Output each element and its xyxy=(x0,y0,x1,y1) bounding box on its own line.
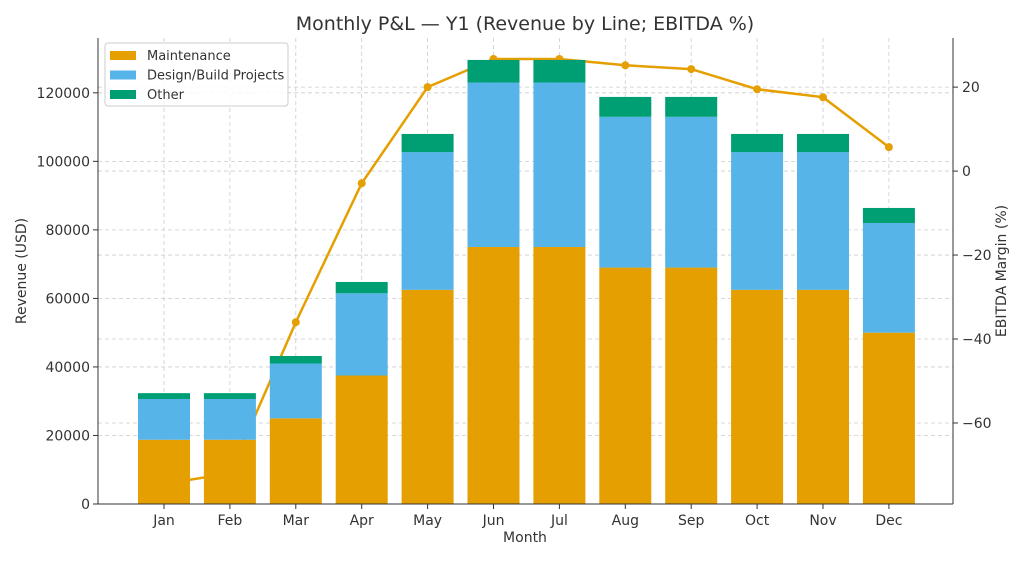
legend-label: Design/Build Projects xyxy=(147,69,285,84)
x-tick-label: Apr xyxy=(350,513,374,529)
bar-maintenance xyxy=(533,247,586,504)
bar-design-build-projects xyxy=(335,293,388,376)
x-tick-label: Sep xyxy=(678,513,705,529)
y-axis-label: Revenue (USD) xyxy=(14,218,30,324)
ebitda-point xyxy=(687,65,696,74)
bar-maintenance xyxy=(269,418,322,504)
ebitda-point xyxy=(621,61,630,70)
bar-maintenance xyxy=(731,289,784,504)
bar-design-build-projects xyxy=(797,152,849,290)
y2-tick-label: −20 xyxy=(962,248,992,264)
bar-maintenance xyxy=(335,375,388,504)
legend-box xyxy=(104,42,289,107)
x-tick-label: Nov xyxy=(809,513,836,529)
x-tick-label: May xyxy=(413,513,442,529)
x-tick-label: Jun xyxy=(482,513,505,529)
x-tick-label: Aug xyxy=(612,513,639,529)
bar-maintenance xyxy=(797,289,849,504)
legend-swatch xyxy=(110,51,136,60)
x-tick-label: Mar xyxy=(283,513,310,529)
bar-other xyxy=(599,96,652,117)
bar-other xyxy=(401,133,454,153)
bar-design-build-projects xyxy=(731,152,784,290)
bar-design-build-projects xyxy=(862,223,915,333)
y-tick-label: 80000 xyxy=(45,223,90,239)
legend-swatch xyxy=(110,70,136,80)
x-tick-label: Feb xyxy=(218,513,243,529)
bar-other xyxy=(467,59,520,83)
ebitda-point xyxy=(291,318,300,327)
y-tick-label: 120000 xyxy=(37,86,90,102)
y2-tick-label: −40 xyxy=(962,332,992,348)
bar-design-build-projects xyxy=(467,82,520,248)
bar-design-build-projects xyxy=(138,398,190,440)
bar-design-build-projects xyxy=(203,398,256,440)
bar-other xyxy=(533,59,586,83)
y2-tick-label: 20 xyxy=(962,80,980,96)
bar-other xyxy=(665,96,718,117)
ebitda-point xyxy=(357,179,366,188)
legend-label: Maintenance xyxy=(147,49,231,64)
y-tick-label: 0 xyxy=(81,497,90,513)
bar-other xyxy=(731,133,784,153)
bar-design-build-projects xyxy=(665,116,718,268)
y-tick-label: 20000 xyxy=(45,428,90,444)
bar-design-build-projects xyxy=(401,152,454,290)
y-tick-label: 60000 xyxy=(45,291,90,307)
bar-maintenance xyxy=(467,247,520,504)
bar-maintenance xyxy=(203,439,256,504)
bar-maintenance xyxy=(862,332,915,504)
bar-other xyxy=(797,133,849,153)
x-tick-label: Jul xyxy=(550,513,568,529)
x-tick-label: Jan xyxy=(152,513,175,529)
ebitda-point xyxy=(884,143,893,152)
chart-title: Monthly P&L — Y1 (Revenue by Line; EBITD… xyxy=(296,13,754,35)
y-tick-label: 100000 xyxy=(37,154,90,170)
bar-other xyxy=(862,207,915,224)
ebitda-point xyxy=(753,85,762,94)
y2-tick-label: 0 xyxy=(962,164,971,180)
x-tick-label: Dec xyxy=(875,513,902,529)
legend: Maintenance Design/Build Projects Other xyxy=(104,42,289,107)
bar-maintenance xyxy=(138,439,190,504)
bar-maintenance xyxy=(665,267,718,504)
bar-design-build-projects xyxy=(533,82,586,248)
bar-other xyxy=(203,393,256,399)
ebitda-point xyxy=(819,93,827,102)
y2-axis-label: EBITDA Margin (%) xyxy=(994,205,1010,337)
bar-maintenance xyxy=(401,289,454,504)
legend-swatch xyxy=(110,90,136,99)
bar-other xyxy=(138,393,190,399)
x-axis-label: Month xyxy=(503,530,547,546)
y-tick-label: 40000 xyxy=(45,360,90,376)
ebitda-point xyxy=(423,83,432,92)
bar-maintenance xyxy=(599,267,652,504)
bar-design-build-projects xyxy=(599,116,652,268)
ebitda-line xyxy=(163,57,890,486)
bar-other xyxy=(335,281,388,294)
bar-other xyxy=(269,355,322,364)
x-tick-label: Oct xyxy=(745,513,770,529)
bar-design-build-projects xyxy=(269,363,322,419)
y2-tick-label: −60 xyxy=(962,416,992,432)
legend-label: Other xyxy=(147,88,185,103)
